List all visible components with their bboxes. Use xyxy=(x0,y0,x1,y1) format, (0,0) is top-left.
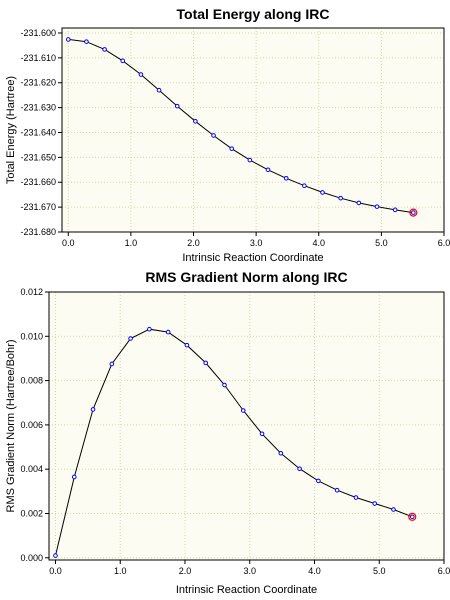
energy-data-point xyxy=(193,118,198,124)
gradient-y-tick-label: 0.008 xyxy=(20,376,43,386)
gradient-data-point xyxy=(391,507,396,512)
energy-y-tick-label: -231.610 xyxy=(20,53,56,63)
energy-chart: 0.0 1.0 2.0 3.0 4.0 5.0 6.0 -231.600 -231.610 -23… xyxy=(5,6,450,264)
gradient-y-axis-label: RMS Gradient Norm (Hartree/Bohr) xyxy=(5,340,17,513)
energy-x-tick-label: 6.0 xyxy=(438,238,450,248)
gradient-data-point xyxy=(316,478,321,484)
gradient-data-point xyxy=(222,382,227,388)
energy-data-point xyxy=(265,167,271,173)
energy-chart-title: Total Energy along IRC xyxy=(177,6,330,22)
energy-plot-area xyxy=(62,28,444,232)
energy-highlight-point xyxy=(409,208,418,217)
energy-data-point xyxy=(374,204,380,209)
energy-data-point xyxy=(247,157,253,163)
energy-data-point xyxy=(302,183,307,189)
energy-y-tick-label: -231.620 xyxy=(20,78,56,88)
gradient-y-tick-label: 0.006 xyxy=(20,420,43,430)
gradient-y-tick-label: 0.000 xyxy=(20,553,43,563)
energy-data-point xyxy=(65,37,71,42)
gradient-data-point xyxy=(184,342,190,348)
gradient-x-tick-label: 0.0 xyxy=(49,566,62,576)
gradient-data-point xyxy=(297,466,302,472)
energy-y-tick-label: -231.600 xyxy=(20,28,56,38)
gradient-plot-frame xyxy=(48,291,445,561)
gradient-highlight-point xyxy=(408,512,417,521)
gradient-x-tick-label: 1.0 xyxy=(114,566,127,576)
gradient-chart: 0.0 1.0 2.0 3.0 4.0 5.0 6.0 0.000 0.002 0.004 0.00… xyxy=(5,269,450,596)
gradient-data-point xyxy=(53,553,58,558)
energy-data-point xyxy=(411,210,416,215)
gradient-chart-title: RMS Gradient Norm along IRC xyxy=(145,269,347,285)
gradient-data-point xyxy=(259,431,265,437)
gradient-y-tick-label: 0.010 xyxy=(20,331,43,341)
energy-x-tick-label: 0.0 xyxy=(62,238,75,248)
energy-y-axis-label: Total Energy (Hartree) xyxy=(5,76,17,184)
energy-data-point xyxy=(283,175,289,181)
gradient-x-tick-label: 3.0 xyxy=(243,566,256,576)
energy-y-tick-label: -231.660 xyxy=(20,177,56,187)
gradient-x-tick-label: 2.0 xyxy=(179,566,192,576)
gradient-data-point xyxy=(147,326,152,332)
energy-data-point xyxy=(156,87,162,93)
gradient-x-tick-label: 6.0 xyxy=(438,566,450,576)
gradient-data-point xyxy=(278,450,284,456)
energy-data-point xyxy=(320,190,325,195)
energy-y-tick-label: -231.640 xyxy=(20,127,56,137)
gradient-data-point xyxy=(109,361,115,367)
energy-y-tick-label: -231.680 xyxy=(20,227,56,237)
gradient-data-point xyxy=(71,474,77,480)
gradient-data-point xyxy=(90,407,96,412)
energy-x-tick-label: 1.0 xyxy=(125,238,138,248)
energy-data-point xyxy=(229,146,235,151)
energy-x-tick-label: 4.0 xyxy=(312,238,325,248)
gradient-y-tick-label: 0.012 xyxy=(20,287,43,297)
gradient-series-line xyxy=(55,328,413,556)
gradient-x-axis-label: Intrinsic Reaction Coordinate xyxy=(176,584,317,596)
energy-y-tick-label: -231.650 xyxy=(20,152,56,162)
energy-data-point xyxy=(211,133,216,138)
energy-x-tick-label: 2.0 xyxy=(187,238,200,248)
energy-x-axis-label: Intrinsic Reaction Coordinate xyxy=(182,252,323,264)
gradient-data-point xyxy=(334,487,340,493)
gradient-y-tick-label: 0.004 xyxy=(20,464,43,474)
gradient-data-point xyxy=(165,329,171,335)
gradient-data-point xyxy=(353,495,359,500)
gradient-x-tick-label: 5.0 xyxy=(373,566,386,576)
energy-data-point xyxy=(84,39,89,44)
gradient-data-point xyxy=(203,360,209,366)
energy-x-tick-label: 3.0 xyxy=(250,238,263,248)
gradient-data-point xyxy=(240,408,246,413)
energy-y-tick-label: -231.670 xyxy=(20,202,56,212)
gradient-y-tick-label: 0.002 xyxy=(20,508,43,518)
energy-data-point xyxy=(356,200,362,206)
energy-data-point xyxy=(174,103,180,109)
gradient-x-tick-label: 4.0 xyxy=(308,566,321,576)
energy-data-point xyxy=(120,58,126,64)
energy-data-point xyxy=(392,207,398,213)
energy-data-point xyxy=(338,195,343,201)
energy-y-tick-label: -231.630 xyxy=(20,103,56,113)
gradient-data-point xyxy=(128,336,133,341)
gradient-data-point xyxy=(372,501,378,506)
energy-series-line xyxy=(68,38,414,214)
energy-data-point xyxy=(138,72,144,77)
energy-plot-frame xyxy=(61,27,445,233)
gradient-plot-area xyxy=(49,292,444,560)
energy-data-point xyxy=(102,47,107,52)
gradient-data-point xyxy=(409,514,415,520)
energy-x-tick-label: 5.0 xyxy=(375,238,388,248)
